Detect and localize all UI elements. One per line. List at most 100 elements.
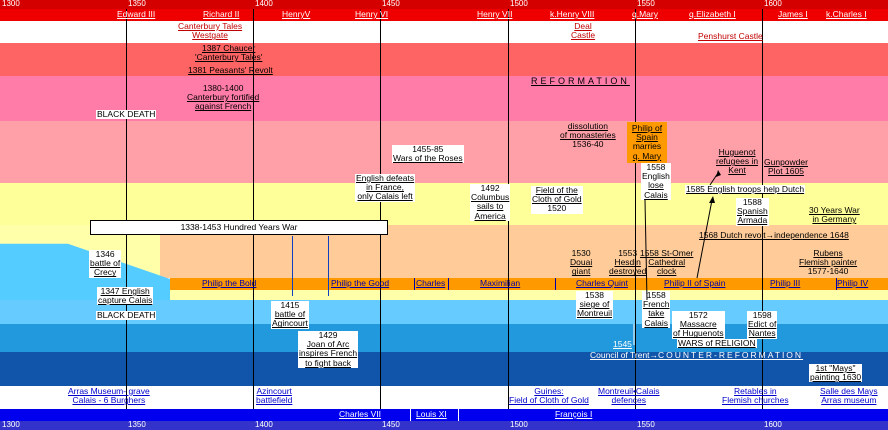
retables-line-1[interactable]: Retables in (734, 386, 777, 396)
massacre-line-2[interactable]: Massacre (679, 319, 717, 330)
french-take-line-3[interactable]: take (648, 308, 665, 319)
black-death-top-label[interactable]: BLACK DEATH (96, 109, 157, 120)
thirty-line-2[interactable]: in Germany (812, 214, 857, 225)
westgate-line[interactable]: Westgate (192, 30, 228, 41)
troops-help-dutch-label[interactable]: 1585 English troops help Dutch (685, 184, 806, 195)
philip-mary-line-4[interactable]: q. Mary (632, 150, 662, 161)
arras-line-1[interactable]: Arras Museum- grave (68, 386, 150, 396)
council-trent-label[interactable]: Council of Trent→COUNTER-REFORMATION (590, 350, 804, 360)
burgundy-philip-iv[interactable]: Philip IV (837, 278, 869, 288)
guines-line-2[interactable]: Field of Cloth of Gold (509, 395, 589, 406)
gunpowder-line-1[interactable]: Gunpowder (764, 157, 808, 167)
french-take-calais-label[interactable]: 1558 French take Calais (642, 290, 671, 328)
rubens-line-2[interactable]: Flemish painter (799, 257, 858, 268)
rubens-label[interactable]: Rubens Flemish painter 1577-1640 (799, 248, 858, 277)
joan-of-arc-label[interactable]: 1429 Joan of Arc inspires French to figh… (298, 330, 359, 368)
salle-des-mays-link[interactable]: Salle des Mays Arras museum (820, 386, 878, 405)
ruler-henry-viii[interactable]: k.Henry VIII (550, 9, 595, 19)
burgundy-maximilian[interactable]: Maximilian (480, 278, 521, 288)
peasants-revolt-text[interactable]: 1381 Peasants' Revolt (188, 65, 273, 75)
wars-of-religion-label[interactable]: WARS of RELIGION (677, 338, 757, 349)
battle-agincourt-label[interactable]: 1415 battle of Agincourt (271, 300, 309, 329)
burgundy-philip-ii[interactable]: Philip II of Spain (664, 278, 726, 288)
hesdin-line-3[interactable]: destroyed (609, 266, 647, 277)
hundred-years-war-bar[interactable]: 1338-1453 Hundred Years War (90, 220, 388, 235)
burgundy-charles-quint[interactable]: Charles Quint (576, 278, 628, 288)
columbus-line-3[interactable]: sails to (476, 201, 504, 212)
salle-line-1[interactable]: Salle des Mays (820, 386, 878, 396)
thirty-line-1[interactable]: 30 Years War (809, 205, 860, 215)
fortified-line-2[interactable]: Canterbury fortified (187, 92, 260, 103)
siege-montreuil-label[interactable]: 1538 siege of Montreuil (576, 290, 613, 319)
reformation-label[interactable]: REFORMATION (531, 76, 630, 86)
huguenot-refugees-label[interactable]: Huguenot refugees in Kent (716, 147, 759, 176)
joan-line-4[interactable]: to fight back (305, 357, 351, 368)
ruler-henry-v[interactable]: HenryV (282, 9, 311, 19)
rubens-line-1[interactable]: Rubens (813, 248, 843, 258)
first-mays-label[interactable]: 1st "Mays" painting 1630 (809, 363, 863, 383)
arras-line-2[interactable]: Calais - 6 Burghers (72, 395, 146, 406)
st-omer-line-2[interactable]: Cathedral (648, 257, 686, 268)
deal-line[interactable]: Deal (574, 21, 592, 31)
retables-link[interactable]: Retables in Flemish churches (722, 386, 789, 406)
armada-line-3[interactable]: Armada (737, 215, 768, 226)
canterbury-tales-line[interactable]: Canterbury Tales (178, 21, 243, 31)
french-take-line-4[interactable]: Calais (644, 317, 669, 328)
gunpowder-line-2[interactable]: Plot 1605 (768, 166, 804, 177)
massacre-huguenots-label[interactable]: 1572 Massacre of Huguenots (672, 310, 725, 339)
st-omer-line-3[interactable]: clock (657, 266, 677, 277)
burgundy-philip-bold[interactable]: Philip the Bold (202, 278, 257, 288)
capture-calais-label[interactable]: 1347 English capture Calais (97, 286, 154, 306)
massacre-line-3[interactable]: of Huguenots (673, 328, 724, 339)
french-take-line-2[interactable]: French (643, 299, 670, 310)
battle-crecy-label[interactable]: 1346 battle of Crecy (89, 249, 122, 278)
king-louis-xi[interactable]: Louis XI (416, 409, 447, 419)
montreuil-line-2[interactable]: siege of (579, 299, 610, 310)
nantes-line-3[interactable]: Nantes (748, 328, 776, 339)
capture-calais-line-2[interactable]: capture Calais (98, 295, 153, 306)
nantes-line-2[interactable]: Edict of (748, 319, 777, 330)
azincourt-line-2[interactable]: battlefield (256, 395, 293, 406)
armada-line-2[interactable]: Spanish (737, 206, 768, 217)
chaucer-label[interactable]: 1387 Chaucer 'Canterbury Tales' (195, 43, 262, 62)
counter-reformation-text[interactable]: COUNTER-REFORMATION (658, 350, 804, 360)
ruler-henry-vii[interactable]: Henry VII (477, 9, 513, 19)
hesdin-line-2[interactable]: Hesdin (614, 257, 641, 268)
wars-of-roses-label[interactable]: 1455-85 Wars of the Roses (392, 144, 464, 164)
st-omer-line-1[interactable]: 1558 St-Omer (640, 248, 694, 258)
montreuil-calais-link[interactable]: Montreuil•Calais defences (598, 386, 660, 405)
deal-castle-link[interactable]: Deal Castle (571, 21, 595, 40)
guines-line-1[interactable]: Guines: (534, 386, 564, 396)
huguenot-line-3[interactable]: Kent (728, 165, 746, 176)
joan-line-2[interactable]: Joan of Arc (306, 339, 350, 350)
black-death-lower-label[interactable]: BLACK DEATH (96, 310, 157, 321)
st-omer-clock-label[interactable]: 1558 St-Omer Cathedral clock (640, 248, 694, 277)
huguenot-line-2[interactable]: refugees in (716, 156, 759, 167)
hesdin-destroyed-label[interactable]: 1553 Hesdin destroyed (609, 248, 647, 277)
field-cloth-gold-label[interactable]: Field of the Cloth of Gold 1520 (531, 185, 583, 214)
crecy-line-3[interactable]: Crecy (94, 267, 117, 278)
burgundy-philip-good[interactable]: Philip the Good (331, 278, 390, 288)
dissolution-line-2[interactable]: of monasteries (560, 130, 616, 141)
philip-marries-mary-box[interactable]: Philip of Spain marries q. Mary (627, 122, 667, 163)
ruler-edward-iii[interactable]: Edward III (117, 9, 156, 19)
roses-line-2[interactable]: Wars of the Roses (393, 153, 463, 164)
burgundy-philip-iii[interactable]: Philip III (770, 278, 801, 288)
retables-line-2[interactable]: Flemish churches (722, 395, 789, 406)
penshurst-castle-link[interactable]: Penshurst Castle (698, 31, 763, 41)
mays-line-2[interactable]: painting 1630 (810, 372, 862, 383)
capture-calais-line-1[interactable]: 1347 English (100, 286, 150, 296)
azincourt-line-1[interactable]: Azincourt (256, 386, 292, 396)
douai-giant-label[interactable]: 1530 Douai giant (570, 248, 593, 277)
english-lose-calais-label[interactable]: 1558 English lose Calais (641, 162, 671, 200)
burgundy-charles[interactable]: Charles (416, 278, 446, 288)
english-defeats-label[interactable]: English defeats in France, only Calais l… (355, 173, 416, 202)
lose-calais-line-3[interactable]: lose (648, 180, 664, 191)
trent-year-label[interactable]: 1545 (613, 339, 632, 349)
peasants-revolt-label[interactable]: 1381 Peasants' Revolt (188, 65, 273, 75)
trent-text[interactable]: Council of Trent→ (590, 350, 659, 360)
douai-line-2[interactable]: Douai (570, 257, 593, 268)
king-charles-vii[interactable]: Charles VII (339, 409, 382, 419)
gunpowder-plot-label[interactable]: Gunpowder Plot 1605 (764, 157, 808, 177)
philip-mary-line-2[interactable]: Spain (636, 132, 658, 143)
